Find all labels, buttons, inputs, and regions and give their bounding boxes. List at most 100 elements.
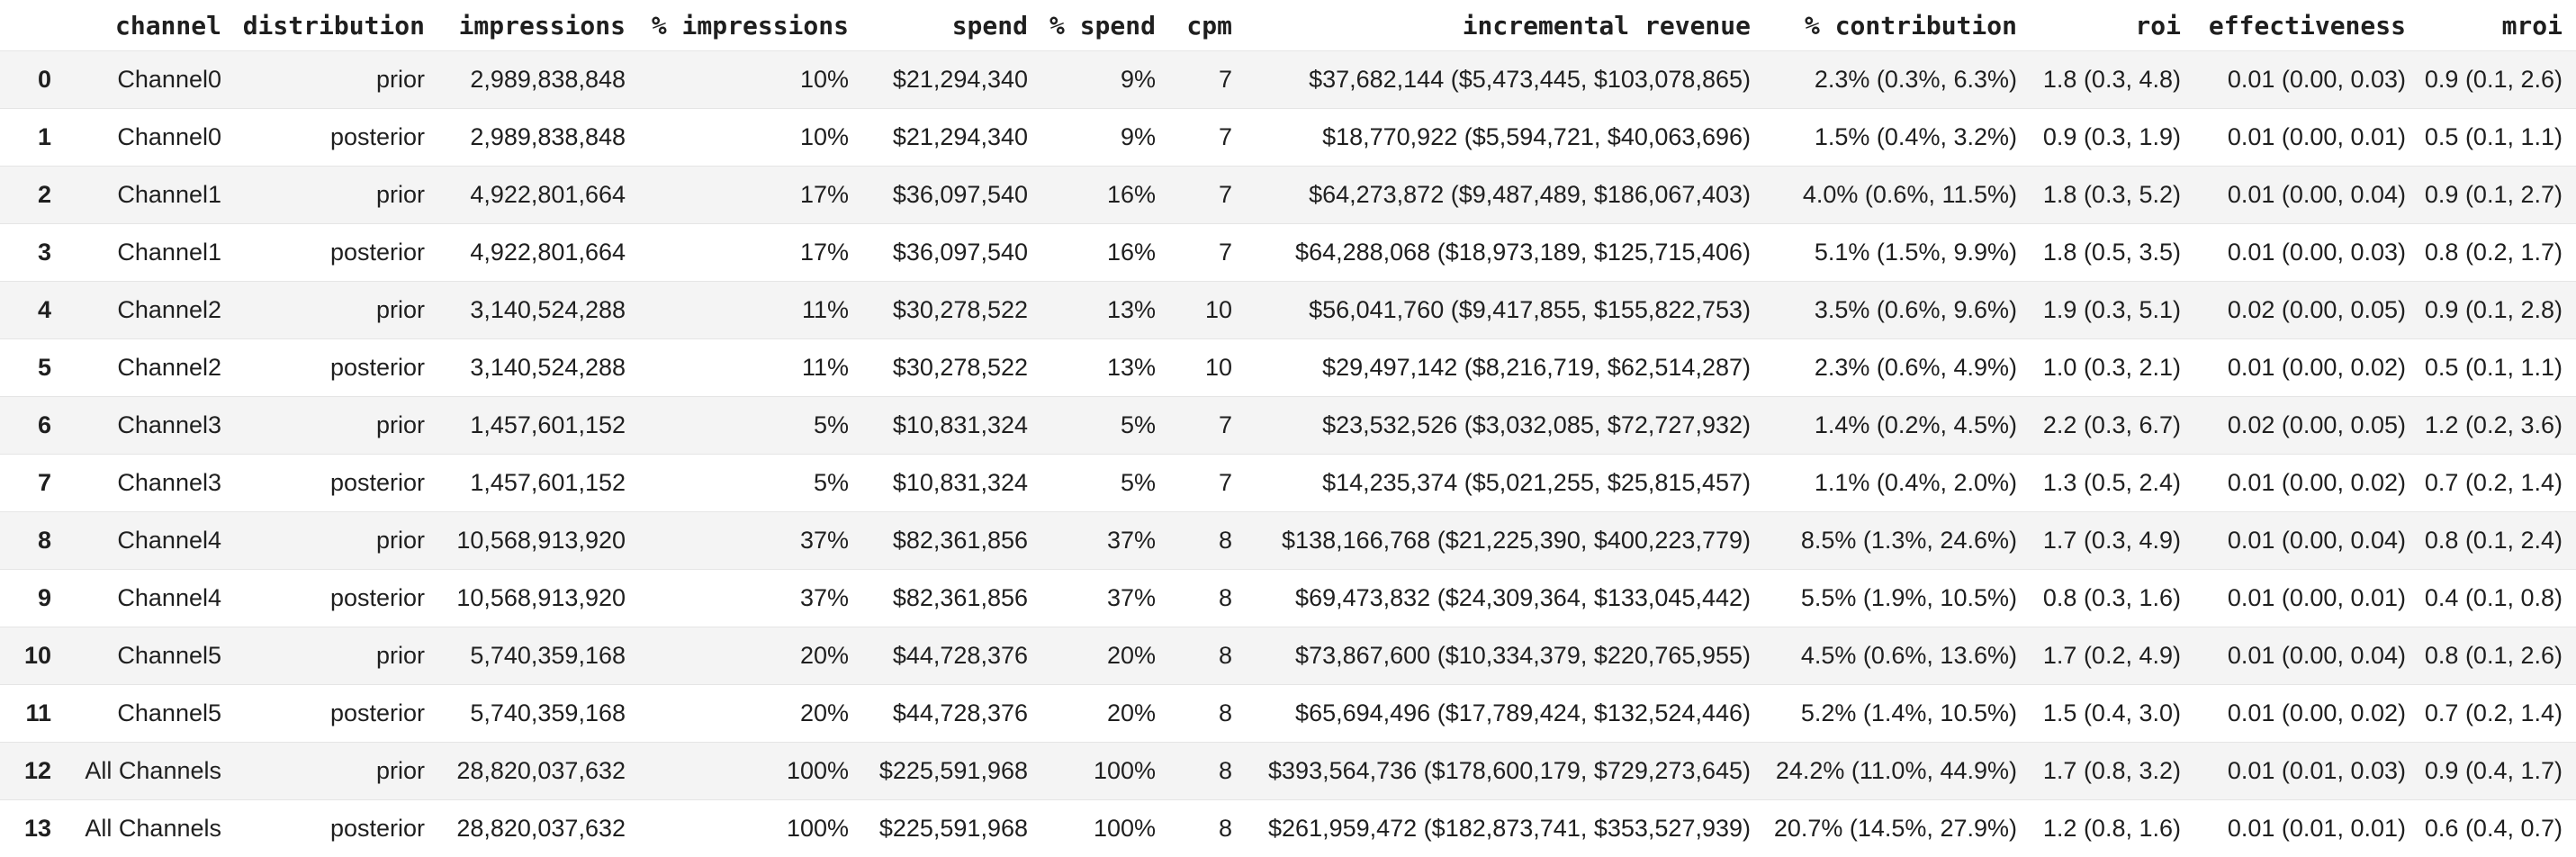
- cell-spend: $44,728,376: [862, 627, 1041, 685]
- col-header-pct-contribution: % contribution: [1764, 0, 2031, 51]
- cell-pct-spend: 9%: [1041, 109, 1169, 167]
- cell-pct-impressions: 37%: [639, 570, 862, 627]
- cell-incremental-revenue: $14,235,374 ($5,021,255, $25,815,457): [1246, 455, 1764, 512]
- cell-pct-contribution: 8.5% (1.3%, 24.6%): [1764, 512, 2031, 570]
- cell-incremental-revenue: $393,564,736 ($178,600,179, $729,273,645…: [1246, 743, 1764, 800]
- cell-incremental-revenue: $29,497,142 ($8,216,719, $62,514,287): [1246, 339, 1764, 397]
- cell-impressions: 4,922,801,664: [438, 167, 639, 224]
- row-index: 5: [0, 339, 75, 397]
- cell-pct-spend: 9%: [1041, 51, 1169, 109]
- cell-channel: Channel2: [75, 282, 235, 339]
- cell-effectiveness: 0.02 (0.00, 0.05): [2194, 397, 2419, 455]
- cell-pct-spend: 13%: [1041, 339, 1169, 397]
- cell-spend: $36,097,540: [862, 167, 1041, 224]
- cell-cpm: 10: [1169, 282, 1246, 339]
- cell-distribution: posterior: [235, 800, 438, 857]
- row-index: 3: [0, 224, 75, 282]
- cell-impressions: 2,989,838,848: [438, 109, 639, 167]
- cell-roi: 0.9 (0.3, 1.9): [2031, 109, 2194, 167]
- cell-pct-impressions: 10%: [639, 109, 862, 167]
- cell-pct-contribution: 1.4% (0.2%, 4.5%): [1764, 397, 2031, 455]
- cell-spend: $44,728,376: [862, 685, 1041, 743]
- cell-channel: Channel4: [75, 570, 235, 627]
- cell-pct-impressions: 11%: [639, 282, 862, 339]
- cell-mroi: 0.9 (0.4, 1.7): [2419, 743, 2576, 800]
- row-index: 4: [0, 282, 75, 339]
- cell-roi: 1.7 (0.8, 3.2): [2031, 743, 2194, 800]
- cell-distribution: posterior: [235, 685, 438, 743]
- cell-impressions: 1,457,601,152: [438, 397, 639, 455]
- cell-distribution: prior: [235, 627, 438, 685]
- col-header-distribution: distribution: [235, 0, 438, 51]
- cell-roi: 1.7 (0.3, 4.9): [2031, 512, 2194, 570]
- cell-spend: $82,361,856: [862, 570, 1041, 627]
- cell-pct-spend: 20%: [1041, 685, 1169, 743]
- cell-channel: All Channels: [75, 743, 235, 800]
- cell-pct-impressions: 17%: [639, 167, 862, 224]
- cell-cpm: 7: [1169, 397, 1246, 455]
- row-index: 11: [0, 685, 75, 743]
- cell-impressions: 4,922,801,664: [438, 224, 639, 282]
- cell-distribution: prior: [235, 397, 438, 455]
- cell-impressions: 5,740,359,168: [438, 685, 639, 743]
- cell-impressions: 10,568,913,920: [438, 570, 639, 627]
- cell-roi: 1.7 (0.2, 4.9): [2031, 627, 2194, 685]
- cell-channel: Channel5: [75, 627, 235, 685]
- cell-spend: $21,294,340: [862, 109, 1041, 167]
- cell-cpm: 7: [1169, 109, 1246, 167]
- cell-cpm: 7: [1169, 167, 1246, 224]
- cell-mroi: 0.9 (0.1, 2.6): [2419, 51, 2576, 109]
- cell-roi: 1.9 (0.3, 5.1): [2031, 282, 2194, 339]
- cell-pct-contribution: 1.1% (0.4%, 2.0%): [1764, 455, 2031, 512]
- cell-incremental-revenue: $64,273,872 ($9,487,489, $186,067,403): [1246, 167, 1764, 224]
- cell-mroi: 0.4 (0.1, 0.8): [2419, 570, 2576, 627]
- cell-pct-spend: 100%: [1041, 743, 1169, 800]
- cell-impressions: 10,568,913,920: [438, 512, 639, 570]
- cell-pct-contribution: 5.2% (1.4%, 10.5%): [1764, 685, 2031, 743]
- cell-impressions: 1,457,601,152: [438, 455, 639, 512]
- cell-incremental-revenue: $261,959,472 ($182,873,741, $353,527,939…: [1246, 800, 1764, 857]
- row-index: 12: [0, 743, 75, 800]
- cell-cpm: 8: [1169, 627, 1246, 685]
- cell-distribution: posterior: [235, 570, 438, 627]
- cell-cpm: 7: [1169, 455, 1246, 512]
- cell-pct-contribution: 1.5% (0.4%, 3.2%): [1764, 109, 2031, 167]
- col-header-incremental-revenue: incremental revenue: [1246, 0, 1764, 51]
- cell-distribution: prior: [235, 51, 438, 109]
- cell-mroi: 0.8 (0.2, 1.7): [2419, 224, 2576, 282]
- cell-distribution: prior: [235, 282, 438, 339]
- cell-incremental-revenue: $23,532,526 ($3,032,085, $72,727,932): [1246, 397, 1764, 455]
- cell-pct-impressions: 100%: [639, 800, 862, 857]
- cell-effectiveness: 0.01 (0.00, 0.04): [2194, 167, 2419, 224]
- cell-channel: Channel3: [75, 455, 235, 512]
- cell-channel: Channel3: [75, 397, 235, 455]
- col-header-mroi: mroi: [2419, 0, 2576, 51]
- row-index: 7: [0, 455, 75, 512]
- row-index: 10: [0, 627, 75, 685]
- cell-roi: 0.8 (0.3, 1.6): [2031, 570, 2194, 627]
- cell-effectiveness: 0.01 (0.00, 0.01): [2194, 109, 2419, 167]
- cell-distribution: posterior: [235, 224, 438, 282]
- cell-pct-contribution: 5.1% (1.5%, 9.9%): [1764, 224, 2031, 282]
- row-index: 9: [0, 570, 75, 627]
- col-header-impressions: impressions: [438, 0, 639, 51]
- col-header-cpm: cpm: [1169, 0, 1246, 51]
- cell-cpm: 10: [1169, 339, 1246, 397]
- cell-pct-spend: 16%: [1041, 167, 1169, 224]
- cell-spend: $30,278,522: [862, 339, 1041, 397]
- cell-spend: $82,361,856: [862, 512, 1041, 570]
- cell-mroi: 0.7 (0.2, 1.4): [2419, 685, 2576, 743]
- cell-roi: 2.2 (0.3, 6.7): [2031, 397, 2194, 455]
- cell-effectiveness: 0.01 (0.00, 0.04): [2194, 627, 2419, 685]
- cell-pct-impressions: 5%: [639, 455, 862, 512]
- cell-roi: 1.8 (0.3, 4.8): [2031, 51, 2194, 109]
- cell-mroi: 0.8 (0.1, 2.6): [2419, 627, 2576, 685]
- cell-pct-contribution: 24.2% (11.0%, 44.9%): [1764, 743, 2031, 800]
